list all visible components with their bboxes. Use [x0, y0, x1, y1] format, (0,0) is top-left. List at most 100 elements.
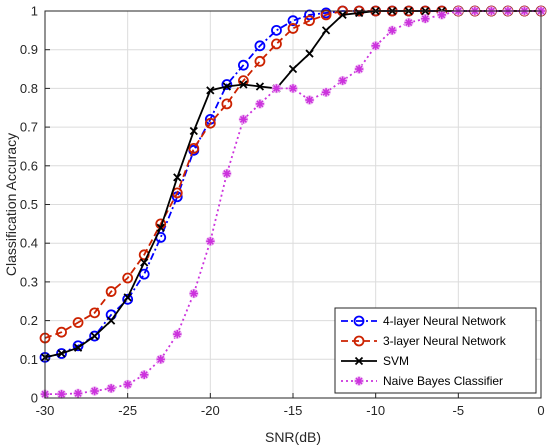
y-tick-label: 0.5	[20, 197, 38, 212]
data-point	[353, 335, 365, 347]
y-tick-label: 0.8	[20, 81, 38, 96]
data-point-stroke	[123, 293, 132, 302]
data-point	[337, 75, 348, 86]
y-tick-label: 0.7	[20, 120, 38, 135]
data-point	[254, 55, 266, 67]
data-point	[122, 293, 134, 305]
data-point	[420, 13, 431, 24]
data-point	[57, 349, 66, 358]
data-point-stroke	[388, 26, 396, 34]
x-tick-label: 0	[537, 403, 544, 418]
data-point	[123, 293, 132, 302]
data-point-stroke	[339, 77, 347, 85]
legend-label: Naive Bayes Classifier	[383, 374, 503, 388]
data-point-stroke	[57, 349, 66, 358]
data-point	[354, 356, 364, 366]
data-point	[255, 99, 265, 109]
x-tick-label: -25	[118, 403, 137, 418]
y-tick-label: 0.3	[20, 274, 38, 289]
legend-item: SVM	[341, 354, 409, 368]
x-tick-label: -15	[284, 403, 303, 418]
data-point	[189, 288, 199, 299]
data-point	[206, 86, 215, 95]
legend-label: 3-layer Neural Network	[383, 334, 507, 348]
data-point	[89, 330, 100, 342]
data-point	[221, 79, 233, 90]
data-point-stroke	[354, 356, 364, 366]
data-point	[237, 59, 249, 71]
data-point	[254, 40, 266, 52]
data-point	[403, 17, 414, 28]
data-point	[222, 82, 232, 91]
data-point-stroke	[91, 387, 99, 395]
data-point	[437, 10, 447, 20]
data-point	[204, 117, 216, 129]
data-point-stroke	[73, 343, 83, 352]
y-tick-label: 0.9	[20, 42, 38, 57]
x-tick-label: -10	[366, 403, 385, 418]
data-point-stroke	[239, 80, 248, 89]
data-point	[205, 236, 216, 247]
legend-item: 3-layer Neural Network	[341, 334, 507, 348]
y-axis-label: Classification Accuracy	[3, 133, 19, 276]
data-point	[156, 223, 165, 232]
data-point-stroke	[124, 380, 132, 388]
data-point	[370, 41, 381, 51]
data-point-stroke	[372, 42, 380, 50]
data-point	[56, 389, 67, 399]
data-point-stroke	[321, 26, 331, 35]
data-point-stroke	[107, 384, 115, 392]
x-tick-label: -5	[453, 403, 465, 418]
data-point-stroke	[239, 115, 247, 123]
data-point	[287, 15, 299, 27]
data-point	[287, 23, 299, 34]
data-point-stroke	[288, 64, 298, 74]
data-point	[89, 307, 100, 319]
data-point-stroke	[421, 15, 429, 23]
data-point	[354, 64, 364, 74]
data-point	[354, 376, 364, 386]
data-point-stroke	[222, 82, 232, 91]
data-point-stroke	[305, 49, 314, 58]
data-point	[56, 348, 67, 359]
data-point	[304, 95, 315, 105]
data-point	[172, 329, 183, 339]
data-point-stroke	[90, 331, 99, 341]
y-tick-label: 0.1	[20, 352, 38, 367]
data-point	[221, 98, 233, 110]
data-point	[387, 25, 398, 36]
data-point	[106, 383, 116, 394]
data-point	[304, 15, 315, 27]
data-point-stroke	[157, 355, 165, 363]
legend-label: SVM	[383, 354, 409, 368]
data-point	[56, 326, 67, 338]
x-tick-label: -30	[36, 403, 55, 418]
data-point	[105, 286, 117, 297]
data-point	[338, 10, 347, 20]
data-point-stroke	[338, 10, 347, 20]
data-point	[72, 317, 84, 328]
data-point-stroke	[189, 126, 198, 136]
legend-box	[334, 307, 537, 394]
data-point	[305, 49, 314, 58]
data-point-stroke	[438, 11, 446, 19]
data-point	[140, 258, 149, 267]
data-point	[321, 26, 331, 35]
data-point-stroke	[223, 170, 231, 178]
data-point	[288, 83, 298, 94]
y-tick-label: 1	[31, 4, 38, 19]
data-point	[353, 315, 365, 327]
data-point	[238, 114, 249, 125]
data-point	[139, 369, 149, 380]
data-point-stroke	[140, 371, 148, 379]
data-point	[173, 173, 182, 182]
data-point	[73, 343, 83, 352]
data-point-stroke	[405, 19, 413, 27]
data-point	[239, 80, 248, 89]
data-point	[320, 9, 332, 21]
x-axis-label: SNR(dB)	[265, 429, 321, 445]
data-point	[90, 331, 99, 341]
data-point-stroke	[173, 173, 182, 182]
legend-item: 4-layer Neural Network	[341, 314, 507, 328]
data-point	[122, 379, 133, 390]
